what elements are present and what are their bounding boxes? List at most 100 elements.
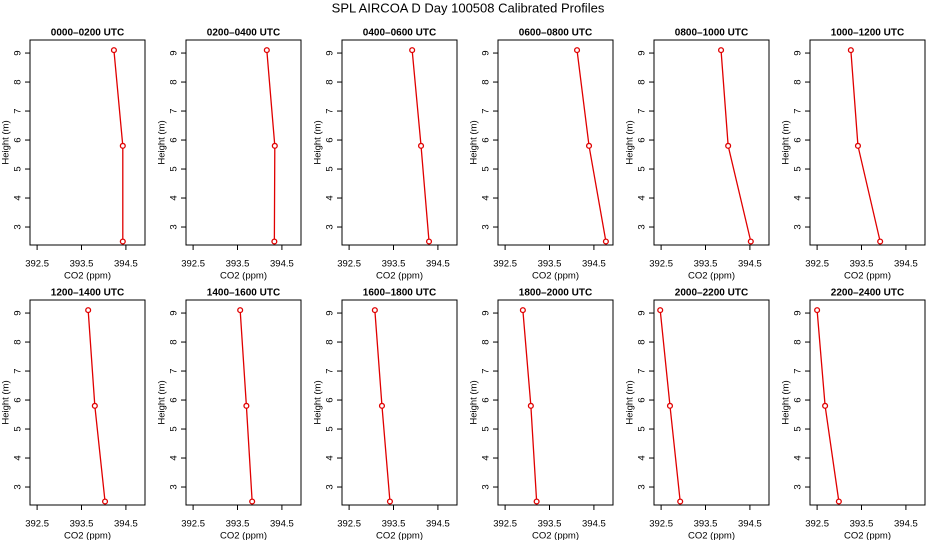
y-tick-label: 3 [13, 484, 24, 489]
y-tick-label: 9 [325, 50, 336, 55]
panel-title: 2000–2200 UTC [675, 288, 748, 299]
plot-frame [809, 299, 926, 506]
y-tick-label: 7 [169, 108, 180, 113]
y-tick-label: 3 [637, 224, 648, 229]
x-tick-label: 392.5 [805, 519, 829, 530]
y-tick-label: 7 [481, 108, 492, 113]
data-point [243, 402, 250, 409]
y-tick-label: 3 [13, 224, 24, 229]
x-tick-label: 394.5 [738, 519, 762, 530]
y-tick-label: 8 [793, 339, 804, 344]
data-point [378, 402, 386, 409]
plot-frame [497, 39, 614, 246]
x-axis-label: CO2 (ppm) [688, 271, 735, 282]
plot-frame [341, 299, 458, 506]
data-point [666, 402, 674, 409]
y-tick-label: 6 [637, 137, 648, 142]
y-tick-label: 3 [481, 224, 492, 229]
panel-title: 0000–0200 UTC [51, 28, 124, 39]
y-tick-label: 5 [13, 426, 24, 431]
data-point [725, 142, 732, 149]
y-tick-label: 4 [793, 455, 804, 460]
data-point [119, 238, 126, 245]
y-axis-label: Height (m) [157, 380, 168, 424]
data-point [657, 307, 664, 314]
chart-title: SPL AIRCOA D Day 100508 Calibrated Profi… [332, 0, 605, 15]
y-tick-label: 6 [793, 397, 804, 402]
y-tick-label: 3 [481, 484, 492, 489]
y-tick-label: 8 [325, 339, 336, 344]
panel-title: 0800–1000 UTC [675, 28, 748, 39]
x-tick-label: 393.5 [382, 259, 406, 270]
x-tick-label: 392.5 [181, 259, 205, 270]
y-tick-label: 3 [169, 224, 180, 229]
y-tick-label: 8 [13, 79, 24, 84]
x-tick-label: 394.5 [426, 519, 450, 530]
data-point [519, 307, 526, 314]
plot-frame [341, 39, 458, 246]
x-tick-label: 392.5 [337, 519, 361, 530]
y-tick-label: 8 [637, 339, 648, 344]
x-tick-label: 393.5 [850, 519, 874, 530]
data-point [585, 142, 593, 149]
x-tick-label: 392.5 [493, 259, 517, 270]
x-tick-label: 394.5 [738, 259, 762, 270]
x-tick-label: 392.5 [25, 259, 49, 270]
y-axis-label: Height (m) [1, 380, 12, 424]
y-tick-label: 3 [637, 484, 648, 489]
y-tick-label: 4 [169, 455, 180, 460]
x-tick-label: 393.5 [538, 259, 562, 270]
y-tick-label: 3 [793, 484, 804, 489]
data-point [417, 142, 425, 149]
y-tick-label: 5 [481, 426, 492, 431]
x-tick-label: 394.5 [894, 259, 918, 270]
x-tick-label: 394.5 [114, 259, 138, 270]
y-tick-label: 4 [793, 195, 804, 200]
x-tick-label: 392.5 [181, 519, 205, 530]
y-axis-label: Height (m) [313, 120, 324, 164]
x-axis-label: CO2 (ppm) [64, 531, 111, 540]
data-point [85, 307, 92, 314]
plot-frame [29, 39, 146, 246]
data-point [822, 402, 829, 409]
y-tick-label: 4 [637, 195, 648, 200]
y-tick-label: 6 [325, 137, 336, 142]
y-tick-label: 6 [13, 137, 24, 142]
x-axis-label: CO2 (ppm) [376, 531, 423, 540]
y-tick-label: 5 [169, 426, 180, 431]
x-tick-label: 392.5 [25, 519, 49, 530]
x-tick-label: 394.5 [894, 519, 918, 530]
y-tick-label: 7 [13, 108, 24, 113]
data-point [101, 498, 109, 505]
y-tick-label: 4 [325, 195, 336, 200]
y-tick-label: 9 [637, 310, 648, 315]
y-tick-label: 9 [325, 310, 336, 315]
x-axis-label: CO2 (ppm) [844, 531, 891, 540]
y-tick-label: 6 [169, 397, 180, 402]
x-tick-label: 392.5 [337, 259, 361, 270]
y-tick-label: 5 [793, 426, 804, 431]
data-point [271, 238, 278, 245]
x-tick-label: 393.5 [694, 259, 718, 270]
data-point [854, 142, 862, 149]
data-point [717, 47, 725, 54]
y-tick-label: 8 [169, 339, 180, 344]
y-axis-label: Height (m) [625, 380, 636, 424]
data-point [747, 238, 754, 245]
data-point [602, 238, 609, 245]
y-tick-label: 9 [169, 310, 180, 315]
x-tick-label: 392.5 [649, 259, 673, 270]
x-tick-label: 393.5 [694, 519, 718, 530]
x-tick-label: 394.5 [270, 259, 294, 270]
y-tick-label: 7 [169, 368, 180, 373]
y-tick-label: 8 [481, 79, 492, 84]
panel-title: 0400–0600 UTC [363, 28, 436, 39]
y-tick-label: 8 [637, 79, 648, 84]
y-tick-label: 3 [325, 224, 336, 229]
data-point [237, 307, 244, 314]
x-axis-label: CO2 (ppm) [532, 271, 579, 282]
y-axis-label: Height (m) [313, 380, 324, 424]
x-tick-label: 394.5 [114, 519, 138, 530]
y-tick-label: 5 [637, 426, 648, 431]
